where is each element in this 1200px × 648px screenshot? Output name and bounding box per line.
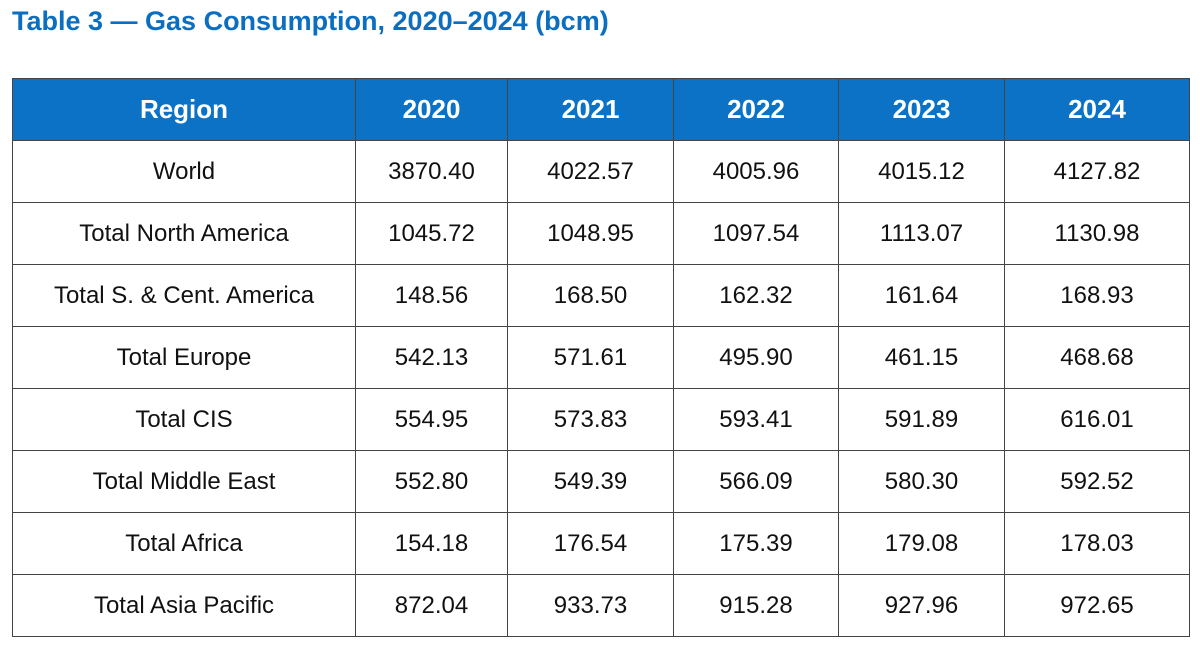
gas-consumption-table: Region 2020 2021 2022 2023 2024 World 38… [12,78,1190,637]
value-cell: 178.03 [1004,512,1190,575]
value-cell: 154.18 [355,512,508,575]
value-cell: 4005.96 [673,140,839,203]
value-cell: 168.93 [1004,264,1190,327]
value-cell: 1130.98 [1004,202,1190,265]
value-cell: 927.96 [838,574,1005,637]
value-cell: 4015.12 [838,140,1005,203]
value-cell: 168.50 [507,264,674,327]
value-cell: 616.01 [1004,388,1190,451]
region-cell: Total Middle East [12,450,356,513]
value-cell: 566.09 [673,450,839,513]
header-2022: 2022 [673,78,839,141]
value-cell: 1048.95 [507,202,674,265]
table-row: Total Europe 542.13 571.61 495.90 461.15… [12,326,1190,389]
value-cell: 872.04 [355,574,508,637]
region-cell: Total Europe [12,326,356,389]
table-row: Total Africa 154.18 176.54 175.39 179.08… [12,512,1190,575]
value-cell: 161.64 [838,264,1005,327]
value-cell: 571.61 [507,326,674,389]
value-cell: 175.39 [673,512,839,575]
table-row: Total North America 1045.72 1048.95 1097… [12,202,1190,265]
value-cell: 495.90 [673,326,839,389]
header-2021: 2021 [507,78,674,141]
value-cell: 549.39 [507,450,674,513]
value-cell: 580.30 [838,450,1005,513]
value-cell: 593.41 [673,388,839,451]
region-cell: Total S. & Cent. America [12,264,356,327]
value-cell: 591.89 [838,388,1005,451]
table-row: Total CIS 554.95 573.83 593.41 591.89 61… [12,388,1190,451]
value-cell: 972.65 [1004,574,1190,637]
value-cell: 552.80 [355,450,508,513]
table-row: Total S. & Cent. America 148.56 168.50 1… [12,264,1190,327]
value-cell: 4022.57 [507,140,674,203]
value-cell: 4127.82 [1004,140,1190,203]
region-cell: Total North America [12,202,356,265]
value-cell: 542.13 [355,326,508,389]
header-2024: 2024 [1004,78,1190,141]
value-cell: 592.52 [1004,450,1190,513]
value-cell: 461.15 [838,326,1005,389]
region-cell: Total Asia Pacific [12,574,356,637]
table-row: Total Asia Pacific 872.04 933.73 915.28 … [12,574,1190,637]
value-cell: 573.83 [507,388,674,451]
value-cell: 179.08 [838,512,1005,575]
value-cell: 176.54 [507,512,674,575]
header-region: Region [12,78,356,141]
value-cell: 1097.54 [673,202,839,265]
value-cell: 3870.40 [355,140,508,203]
value-cell: 162.32 [673,264,839,327]
value-cell: 554.95 [355,388,508,451]
header-2020: 2020 [355,78,508,141]
header-2023: 2023 [838,78,1005,141]
value-cell: 933.73 [507,574,674,637]
region-cell: Total CIS [12,388,356,451]
header-row: Region 2020 2021 2022 2023 2024 [12,78,1190,141]
table-row: Total Middle East 552.80 549.39 566.09 5… [12,450,1190,513]
value-cell: 1045.72 [355,202,508,265]
value-cell: 148.56 [355,264,508,327]
value-cell: 1113.07 [838,202,1005,265]
region-cell: Total Africa [12,512,356,575]
table-row: World 3870.40 4022.57 4005.96 4015.12 41… [12,140,1190,203]
value-cell: 468.68 [1004,326,1190,389]
value-cell: 915.28 [673,574,839,637]
table-title: Table 3 — Gas Consumption, 2020–2024 (bc… [12,6,609,36]
region-cell: World [12,140,356,203]
